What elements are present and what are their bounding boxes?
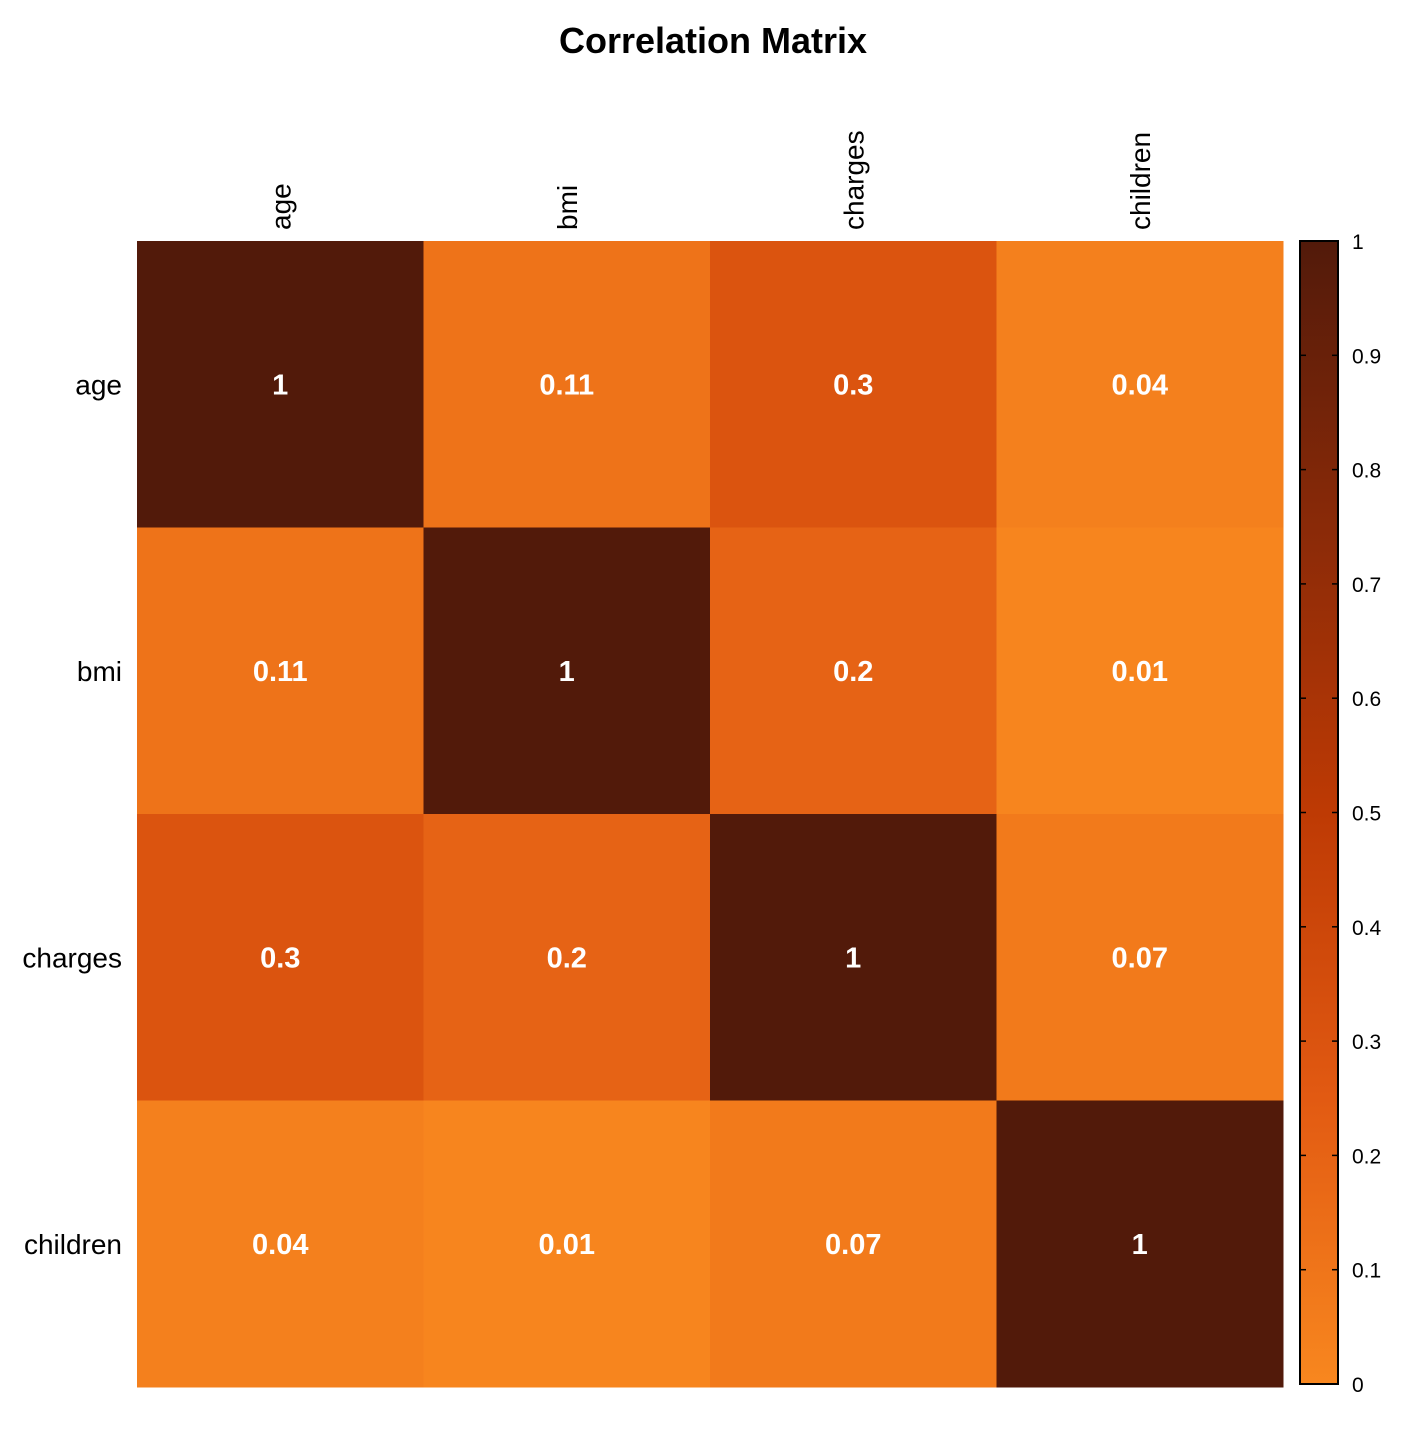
heatmap-cell-age-bmi (423, 241, 711, 528)
column-labels: age bmi charges children (265, 130, 1156, 230)
colorbar-tick-label: 0.8 (1352, 460, 1381, 483)
column-label-age: age (265, 183, 296, 230)
colorbar-tick-label: 0.6 (1352, 688, 1381, 711)
cell-value-label: 0.11 (253, 656, 308, 688)
cell-value-label: 0.3 (260, 942, 300, 974)
heatmap-cell-bmi-charges (710, 527, 997, 815)
cell-value-label: 0.01 (539, 1229, 595, 1261)
colorbar-tick-label: 0.7 (1352, 574, 1381, 597)
cell-value-label: 1 (272, 369, 288, 401)
colorbar: 0 0.1 0.2 0.3 0.4 0.5 0.6 0.7 0.8 0.9 1 (1299, 231, 1382, 1397)
heatmap-cell-charges-children (996, 814, 1284, 1101)
cell-value-label: 1 (1132, 1229, 1148, 1261)
cell-value-label: 0.07 (825, 1229, 881, 1261)
heatmap-cell-children-charges (710, 1100, 997, 1388)
colorbar-tick-label: 0.5 (1352, 803, 1381, 826)
cell-value-label: 0.07 (1112, 942, 1168, 974)
colorbar-tick-label: 0.2 (1352, 1145, 1381, 1168)
row-label-children: children (24, 1229, 122, 1260)
heatmap-cell-bmi-age (137, 527, 424, 815)
heatmap-cell-age-children (996, 241, 1284, 528)
colorbar-tick-label: 0 (1352, 1374, 1364, 1397)
heatmap-cell-children-children (996, 1100, 1284, 1388)
cell-value-label: 0.2 (547, 942, 587, 974)
heatmap-cell-children-bmi (423, 1100, 711, 1388)
colorbar-tick-label: 0.1 (1352, 1260, 1381, 1283)
cell-value-label: 0.04 (252, 1229, 308, 1261)
column-label-children: children (1125, 132, 1156, 230)
colorbar-tick-label: 0.9 (1352, 345, 1381, 368)
cell-value-label: 1 (845, 942, 861, 974)
colorbar-tick-label: 0.4 (1352, 917, 1382, 940)
heatmap-cell-bmi-children (996, 527, 1284, 815)
heatmap-cell-children-age (137, 1100, 424, 1388)
row-label-charges: charges (22, 942, 122, 973)
heatmap-cell-age-age (137, 241, 424, 528)
heatmap-cell-charges-bmi (423, 814, 711, 1101)
cell-value-label: 0.3 (833, 369, 873, 401)
cell-value-label: 0.01 (1112, 656, 1168, 688)
column-label-bmi: bmi (552, 185, 583, 230)
colorbar-ticks: 0 0.1 0.2 0.3 0.4 0.5 0.6 0.7 0.8 0.9 1 (1300, 231, 1382, 1397)
row-label-bmi: bmi (77, 656, 122, 687)
colorbar-tick-label: 1 (1352, 231, 1364, 254)
heatmap-cell-age-charges (710, 241, 997, 528)
cell-value-label: 0.11 (539, 369, 594, 401)
cell-value-label: 0.04 (1112, 369, 1168, 401)
heatmap-cell-bmi-bmi (423, 527, 711, 815)
cell-value-label: 1 (559, 656, 575, 688)
heatmap-cell-charges-age (137, 814, 424, 1101)
row-label-age: age (75, 369, 122, 400)
heatmap-cell-charges-charges (710, 814, 997, 1101)
colorbar-gradient (1299, 240, 1339, 1385)
column-label-charges: charges (838, 130, 869, 230)
cell-value-label: 0.2 (833, 656, 873, 688)
chart-title: Correlation Matrix (559, 20, 867, 61)
row-labels: age bmi charges children (22, 369, 122, 1260)
heatmap-cells: 1 0.11 0.3 0.04 0.11 1 0.2 0.01 0.3 0.2 1 0.07 0.04 0… (137, 241, 1284, 1388)
colorbar-tick-label: 0.3 (1352, 1031, 1381, 1054)
